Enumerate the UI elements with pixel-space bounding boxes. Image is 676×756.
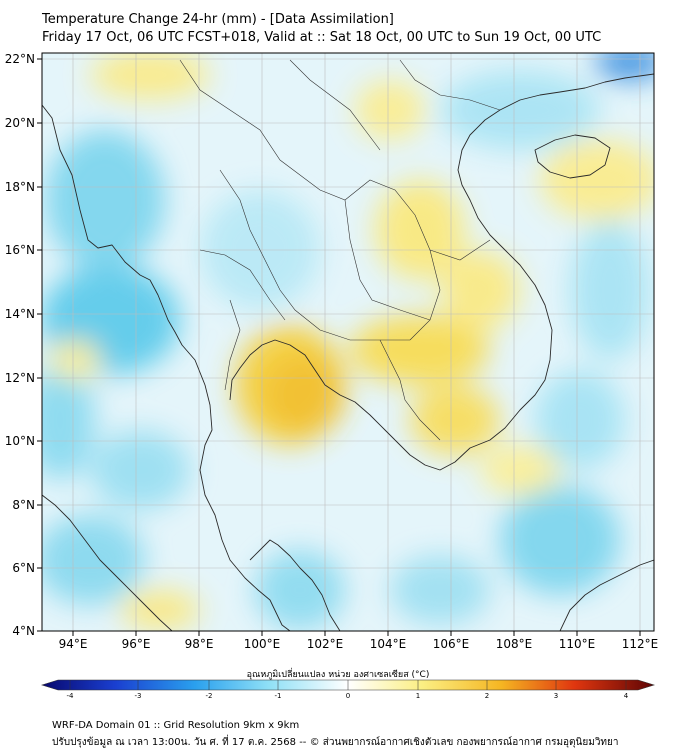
lat-tick-label: 20°N xyxy=(5,116,35,130)
map-frame xyxy=(41,52,655,632)
lat-tick-label: 22°N xyxy=(5,52,35,66)
lon-tick-label: 106°E xyxy=(433,637,470,651)
colorbar-tick-label: 4 xyxy=(624,692,629,700)
lon-tick-label: 94°E xyxy=(59,637,88,651)
temperature-change-map: 94°E 96°E 98°E 100°E 102°E 104°E 106°E 1… xyxy=(5,52,659,700)
colorbar-tick-label: -3 xyxy=(135,692,142,700)
lat-tick-label: 16°N xyxy=(5,243,35,257)
colorbar-tick-label: -2 xyxy=(206,692,213,700)
lat-tick-label: 4°N xyxy=(12,624,35,638)
colorbar-tick-label: -4 xyxy=(67,692,75,700)
colorbar-tick-label: 1 xyxy=(416,692,420,700)
lat-tick-label: 10°N xyxy=(5,434,35,448)
colorbar-tick-label: 3 xyxy=(554,692,558,700)
footer-credit: ปรับปรุงข้อมูล ณ เวลา 13:00น. วัน ศ. ที่… xyxy=(52,737,619,748)
map-title: Temperature Change 24-hr (mm) - [Data As… xyxy=(42,12,394,27)
colorbar: -4 -3 -2 -1 0 1 2 3 4 xyxy=(40,679,656,700)
map-subtitle: Friday 17 Oct, 06 UTC FCST+018, Valid at… xyxy=(42,30,602,45)
lon-tick-label: 98°E xyxy=(185,637,214,651)
footer-resolution: WRF-DA Domain 01 :: Grid Resolution 9km … xyxy=(52,720,300,731)
lon-tick-label: 96°E xyxy=(122,637,151,651)
lat-tick-label: 14°N xyxy=(5,307,35,321)
lat-tick-label: 12°N xyxy=(5,371,35,385)
colorbar-tick-label: 2 xyxy=(485,692,489,700)
lon-tick-label: 112°E xyxy=(622,637,659,651)
lon-tick-label: 108°E xyxy=(496,637,533,651)
graticule xyxy=(42,53,654,631)
lat-tick-label: 6°N xyxy=(12,561,35,575)
temperature-field xyxy=(42,53,654,631)
colorbar-tick-label: 0 xyxy=(346,692,350,700)
colorbar-tick-label: -1 xyxy=(275,692,282,700)
lon-tick-label: 102°E xyxy=(307,637,344,651)
lon-tick-label: 104°E xyxy=(370,637,407,651)
coastlines xyxy=(42,73,654,631)
lat-tick-label: 18°N xyxy=(5,180,35,194)
lat-tick-label: 8°N xyxy=(12,498,35,512)
colorbar-title: อุณหภูมิเปลี่ยนแปลง หน่วย องศาเซลเซียส (… xyxy=(246,670,430,680)
lon-tick-label: 100°E xyxy=(244,637,281,651)
lon-tick-label: 110°E xyxy=(559,637,596,651)
internal-borders xyxy=(179,59,501,441)
